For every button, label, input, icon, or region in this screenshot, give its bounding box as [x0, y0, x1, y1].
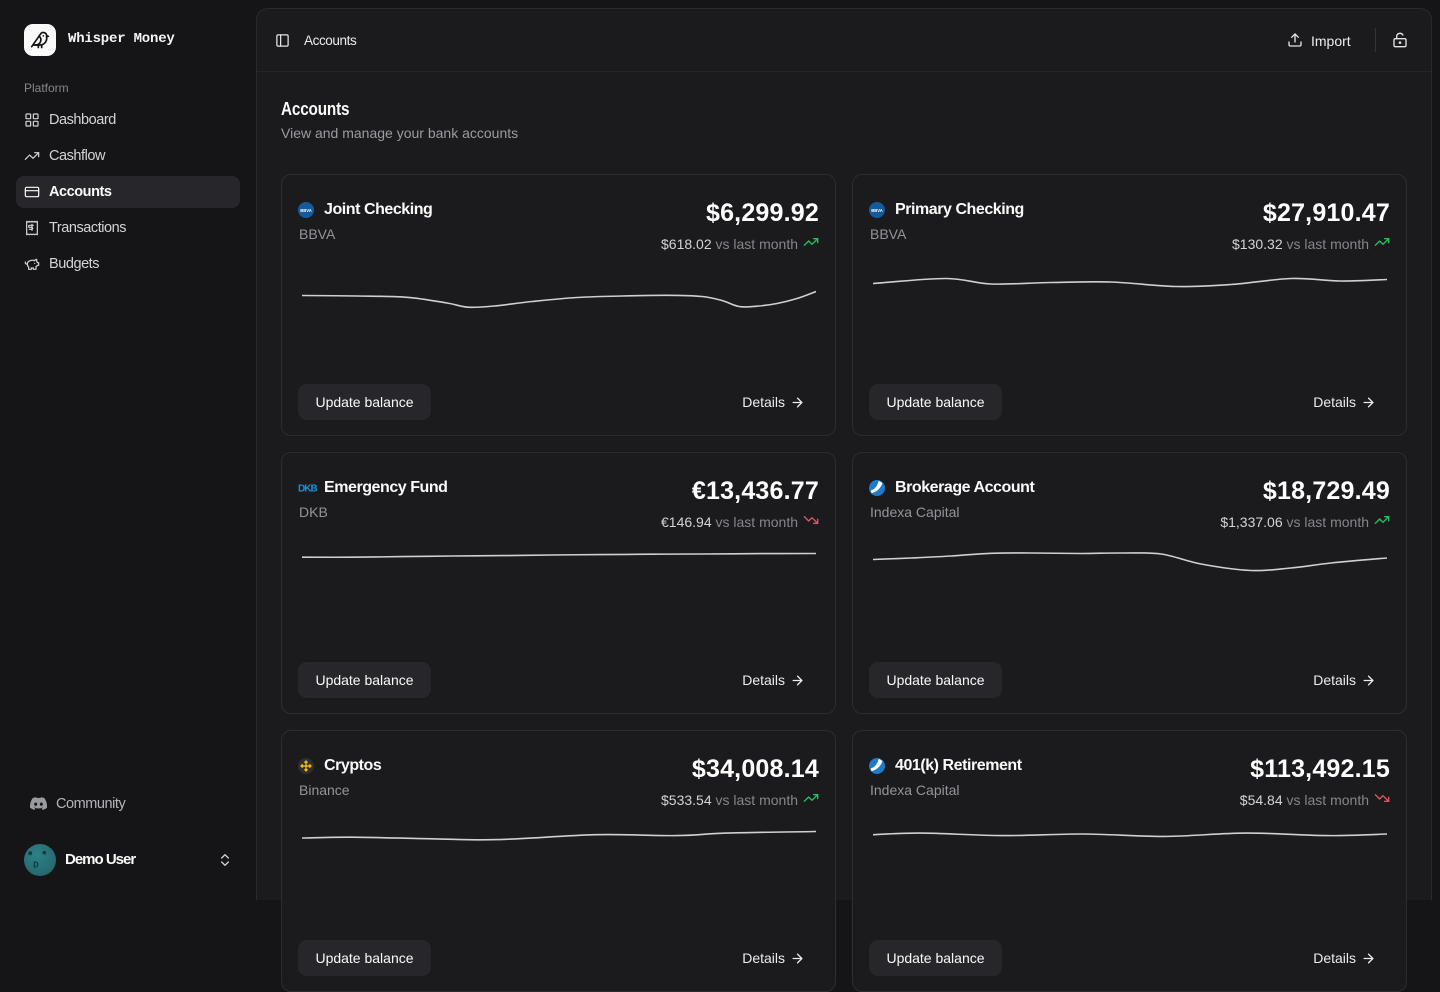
- svg-text:D: D: [33, 860, 39, 871]
- svg-text:DKB: DKB: [298, 484, 317, 495]
- svg-text:BBVA: BBVA: [871, 208, 883, 213]
- svg-text:BBVA: BBVA: [300, 208, 312, 213]
